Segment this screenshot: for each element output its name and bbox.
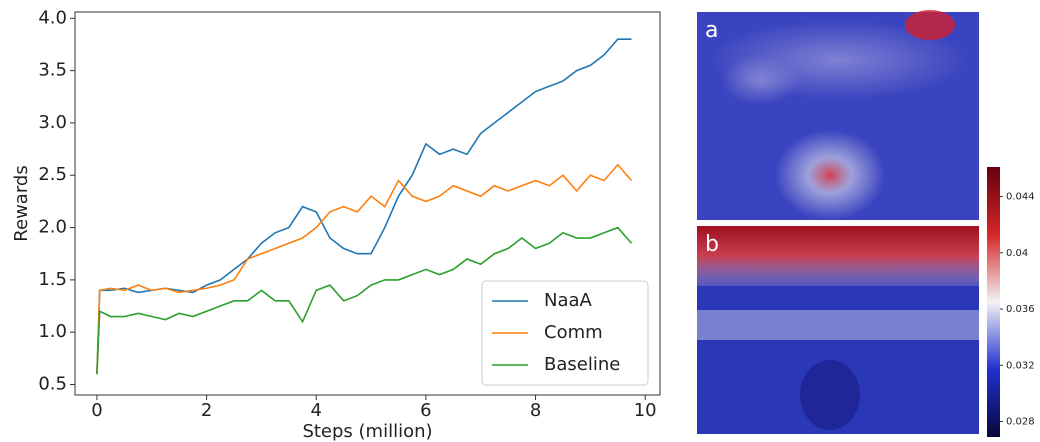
legend-label: NaaA: [544, 290, 593, 311]
colorbar-tick-label: 0.04: [1006, 248, 1028, 259]
y-tick-label: 3.0: [38, 112, 67, 133]
panel-label: a: [705, 18, 718, 43]
x-tick-label: 10: [634, 400, 657, 421]
legend-box: [481, 280, 649, 386]
y-tick-label: 2.0: [38, 217, 67, 238]
legend-label: Comm: [544, 322, 603, 343]
x-tick-label: 6: [420, 400, 431, 421]
colorbar-tick-label: 0.028: [1006, 417, 1035, 428]
y-tick-label: 1.5: [38, 269, 67, 290]
line-series: [96, 38, 632, 375]
legend-label: Baseline: [544, 354, 620, 375]
y-axis-label: Rewards: [11, 165, 32, 241]
colorbar-tick-label: 0.032: [1006, 360, 1035, 371]
y-tick-label: 4.0: [38, 7, 67, 28]
y-tick-label: 0.5: [38, 374, 67, 395]
line-series: [96, 163, 633, 375]
y-tick-label: 3.5: [38, 60, 67, 81]
y-tick-label: 2.5: [38, 164, 67, 185]
heatmap-b: [697, 226, 979, 434]
x-axis-label: Steps (million): [302, 421, 432, 442]
heatmap-a: [697, 10, 979, 220]
y-tick-label: 1.0: [38, 321, 67, 342]
line-series: [96, 226, 633, 375]
plot-area: [74, 11, 661, 396]
x-tick-label: 4: [311, 400, 322, 421]
panel-label: b: [705, 232, 719, 257]
colorbar: [987, 167, 1000, 437]
colorbar-tick-label: 0.044: [1006, 192, 1035, 203]
colorbar-tick-label: 0.036: [1006, 304, 1035, 315]
x-tick-label: 8: [530, 400, 541, 421]
x-tick-label: 2: [201, 400, 212, 421]
x-tick-label: 0: [91, 400, 102, 421]
